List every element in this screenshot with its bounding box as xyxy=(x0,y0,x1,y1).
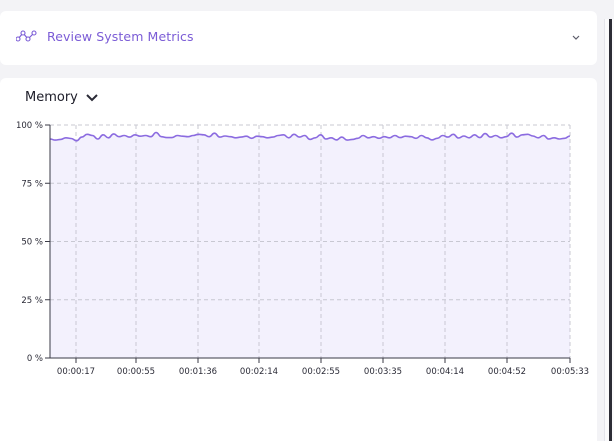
x-tick-label: 00:04:14 xyxy=(426,367,464,377)
review-system-metrics-title[interactable]: Review System Metrics xyxy=(47,29,194,44)
review-system-metrics-panel[interactable]: Review System Metrics xyxy=(0,11,597,65)
line-chart-icon xyxy=(16,30,37,42)
x-tick-label: 00:01:36 xyxy=(179,367,217,377)
chevron-down-icon[interactable] xyxy=(571,34,581,42)
x-tick-label: 00:04:52 xyxy=(488,367,526,377)
y-tick-label: 0 % xyxy=(27,354,43,364)
memory-series-line xyxy=(49,131,571,142)
y-tick-label: 25 % xyxy=(21,296,43,306)
x-tick-label: 00:00:55 xyxy=(117,367,155,377)
x-tick-label: 00:02:14 xyxy=(240,367,278,377)
x-tick-label: 00:05:33 xyxy=(551,367,589,377)
metric-select[interactable]: Memory xyxy=(25,90,99,105)
y-tick-label: 100 % xyxy=(16,121,43,131)
scrollbar-thumb[interactable] xyxy=(609,19,612,441)
x-tick-label: 00:03:35 xyxy=(364,367,402,377)
memory-area-fill xyxy=(50,132,570,358)
x-tick-label: 00:02:55 xyxy=(302,367,340,377)
y-tick-label: 50 % xyxy=(21,238,43,248)
chevron-down-icon[interactable] xyxy=(85,93,99,103)
x-tick-label: 00:00:17 xyxy=(57,367,95,377)
metric-select-label[interactable]: Memory xyxy=(25,90,78,105)
y-tick-label: 75 % xyxy=(21,179,43,189)
